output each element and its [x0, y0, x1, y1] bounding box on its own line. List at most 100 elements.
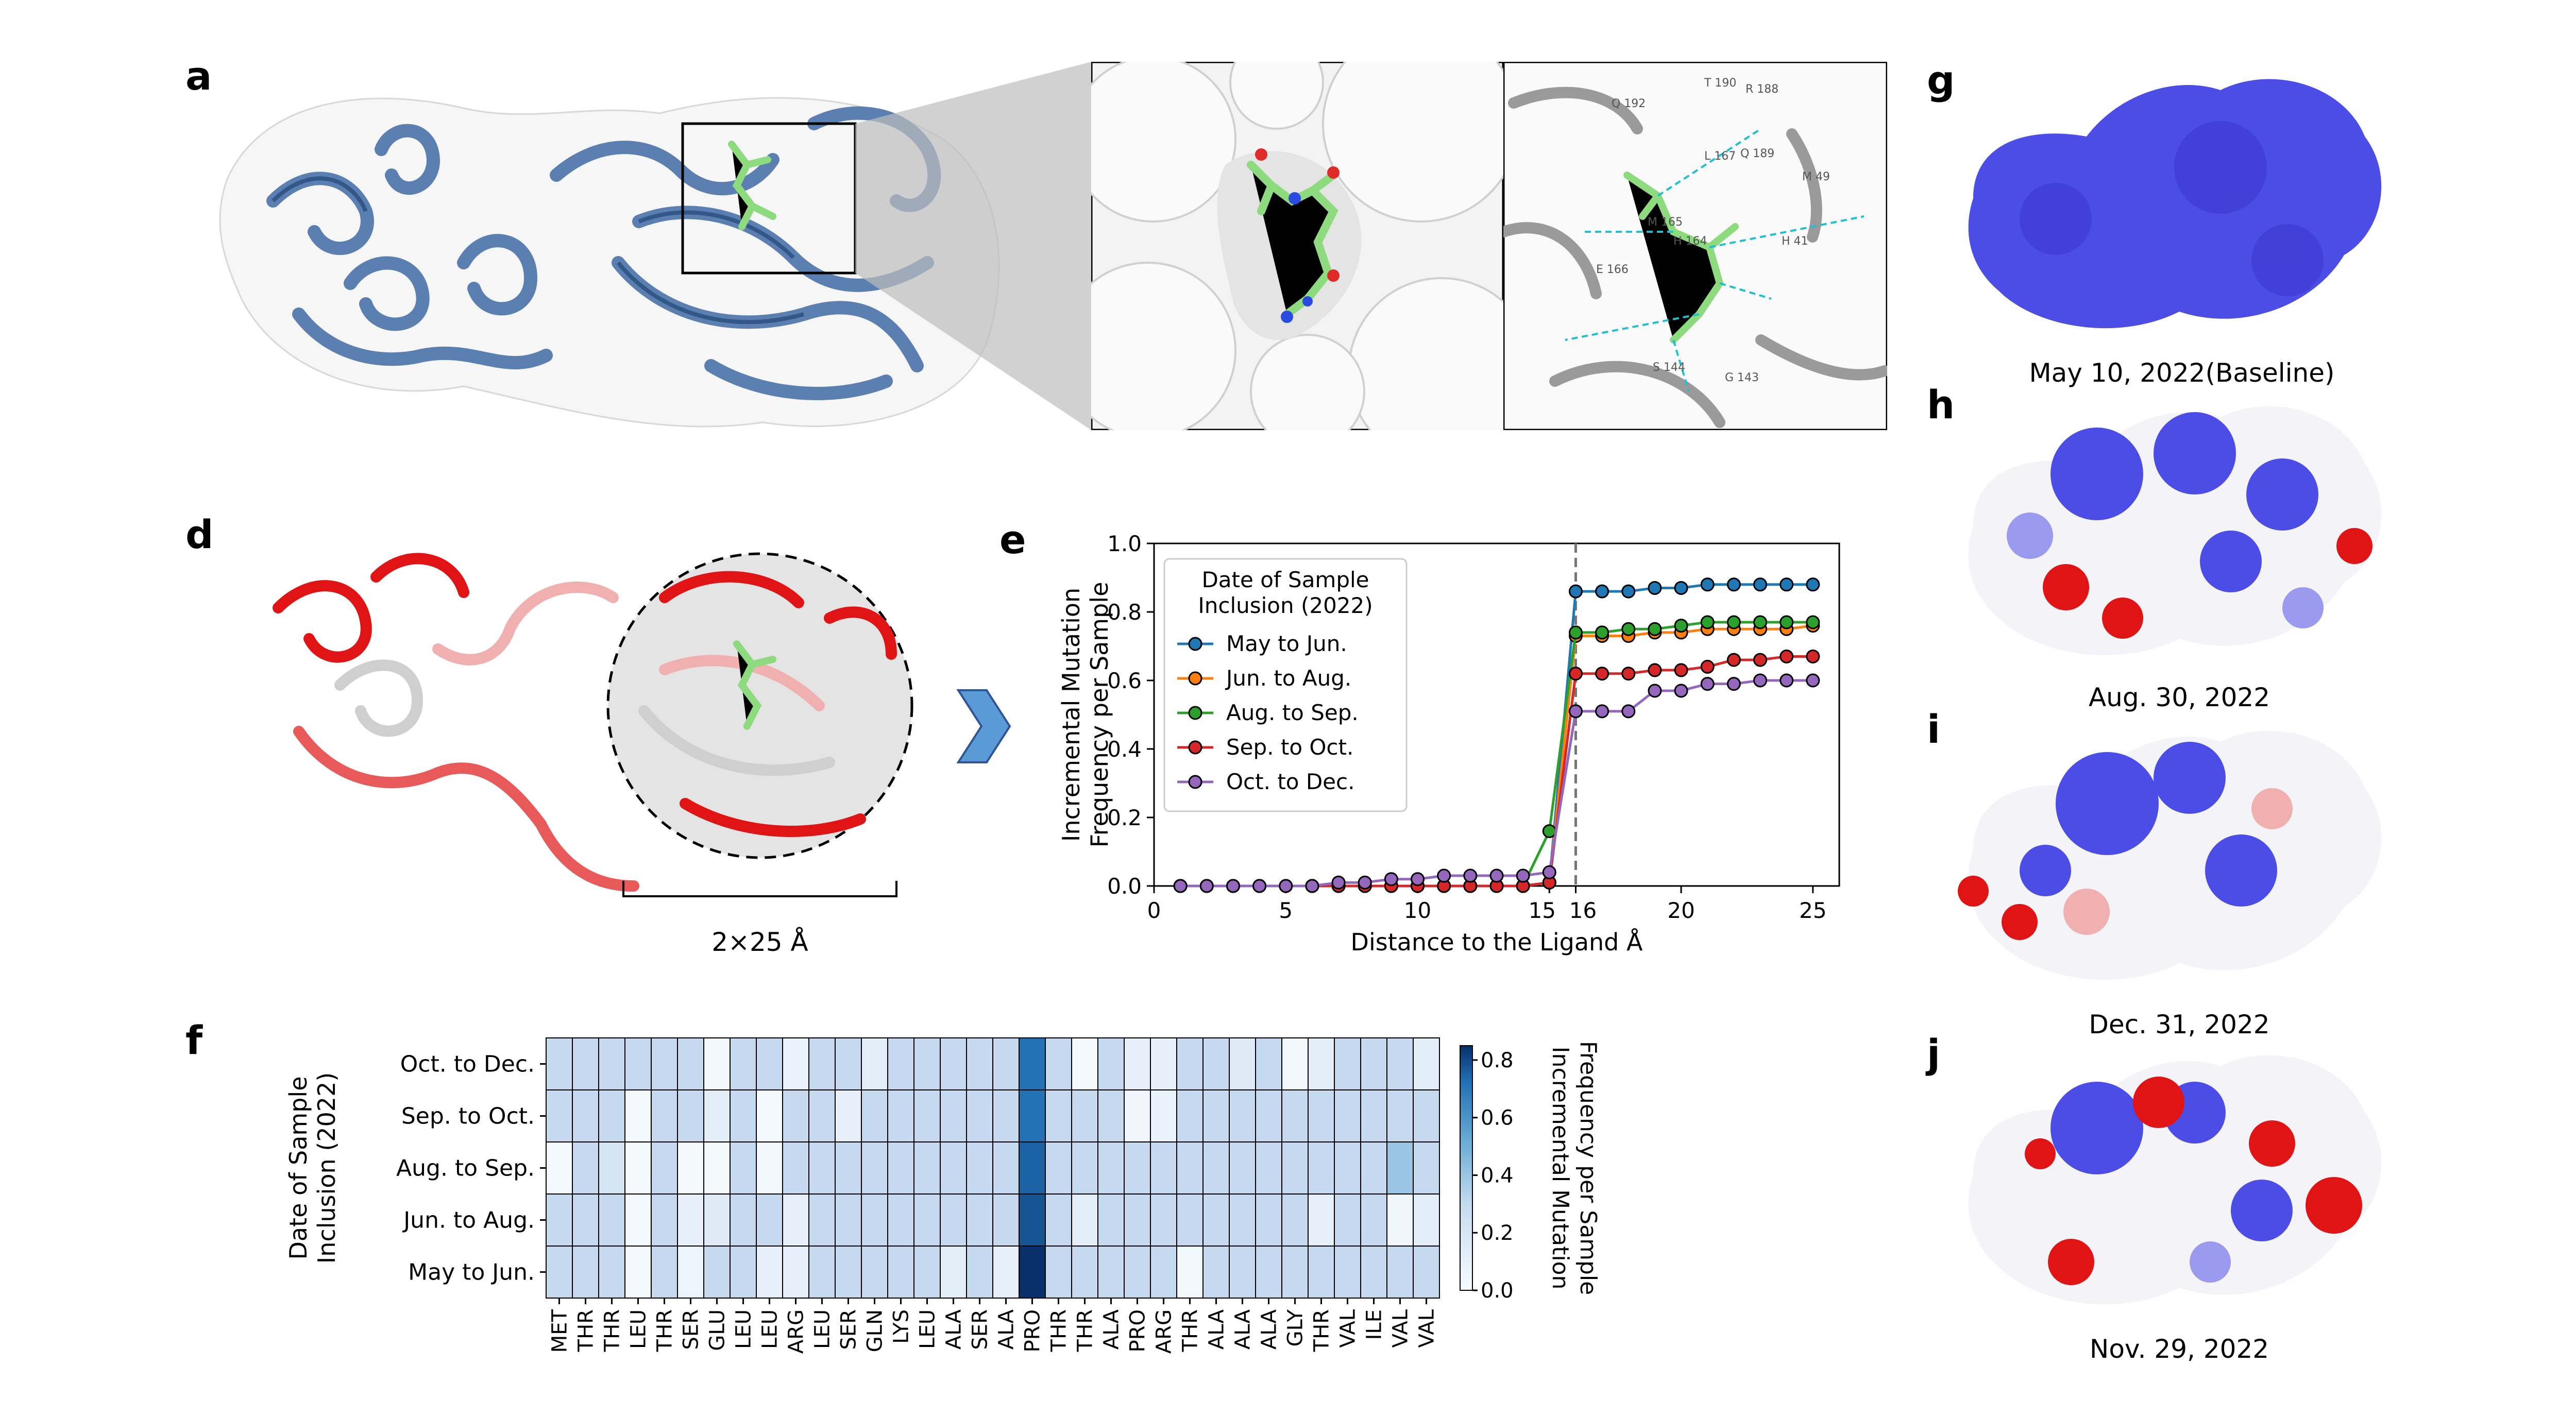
heatmap-cell [1229, 1141, 1256, 1195]
heatmap-cell [835, 1193, 862, 1247]
mutation-ribbon-illustration [273, 552, 913, 897]
y-axis-label: Incremental Mutation [1057, 588, 1085, 842]
heatmap-cell [624, 1037, 652, 1090]
panel-label-j: j [1927, 1031, 1941, 1077]
legend-swatch-marker [1188, 671, 1202, 686]
colorbar-label: Incremental Mutation [1547, 1047, 1573, 1290]
data-point [1199, 879, 1214, 893]
legend-entry: Oct. to Dec. [1226, 769, 1354, 794]
heatmap-cell [1071, 1246, 1098, 1299]
heatmap-cell [1176, 1246, 1204, 1299]
legend-box [1163, 558, 1408, 812]
colorbar-tick-label: 0.2 [1481, 1221, 1514, 1245]
x-tick-label: 16 [1569, 898, 1597, 923]
heatmap-cell [913, 1246, 941, 1299]
data-point [1780, 615, 1794, 629]
heatmap-cell [1097, 1246, 1125, 1299]
heatmap-cell [992, 1246, 1020, 1299]
heatmap-cell [1334, 1193, 1361, 1247]
heatmap-cell [756, 1089, 783, 1142]
heatmap-cell [940, 1089, 967, 1142]
data-point [1252, 879, 1267, 893]
data-point [1648, 684, 1662, 698]
heatmap-cell [598, 1089, 625, 1142]
column-label: VAL [1336, 1309, 1360, 1347]
heatmap-cell [1413, 1089, 1440, 1142]
heatmap-cell [992, 1089, 1020, 1142]
heatmap-cell [940, 1141, 967, 1195]
heatmap-cell [730, 1037, 757, 1090]
colorbar-tick-label: 0.0 [1481, 1279, 1514, 1303]
heatmap-cell [1019, 1246, 1046, 1299]
data-point [1489, 868, 1504, 883]
surface-caption-h: Aug. 30, 2022 [2088, 683, 2270, 712]
heatmap-cell [1071, 1141, 1098, 1195]
heatmap-cell [1334, 1089, 1361, 1142]
data-point [1806, 673, 1820, 688]
heatmap-cell [1071, 1089, 1098, 1142]
heatmap-cell [756, 1246, 783, 1299]
column-label: LYS [890, 1309, 913, 1344]
heatmap-cell [1202, 1037, 1230, 1090]
heatmap-cell [1308, 1141, 1335, 1195]
data-point [1621, 667, 1636, 681]
data-point [1411, 872, 1425, 886]
data-point [1780, 673, 1794, 688]
heatmap-cell [703, 1037, 731, 1090]
x-tick-label: 0 [1147, 898, 1161, 923]
heatmap-cell [756, 1037, 783, 1090]
heatmap-cell [1386, 1037, 1414, 1090]
data-point [1780, 577, 1794, 592]
heatmap-cell [1124, 1037, 1151, 1090]
heatmap-cell [782, 1037, 809, 1090]
residue-label: M 49 [1802, 170, 1830, 183]
heatmap-cell [624, 1089, 652, 1142]
heatmap-cell [1308, 1037, 1335, 1090]
heatmap-cell [1150, 1141, 1177, 1195]
heatmap-cell [887, 1193, 914, 1247]
residue-label: Q 189 [1740, 147, 1774, 160]
heatmap-cell [598, 1141, 625, 1195]
heatmap-cell [1413, 1193, 1440, 1247]
heatmap-cell [1071, 1193, 1098, 1247]
panel-label-h: h [1927, 382, 1955, 428]
heatmap-cell [546, 1089, 573, 1142]
heatmap-cell [1045, 1089, 1072, 1142]
heatmap-cell [730, 1246, 757, 1299]
data-point [1463, 868, 1478, 883]
heatmap-cell [782, 1141, 809, 1195]
heatmap-cell [1150, 1037, 1177, 1090]
scale-label: 2×25 Å [711, 927, 808, 957]
heatmap-cell [1019, 1193, 1046, 1247]
data-point [1806, 649, 1820, 663]
legend-entry: Aug. to Sep. [1226, 700, 1359, 725]
heatmap-cell [598, 1193, 625, 1247]
heatmap-cell [1150, 1089, 1177, 1142]
heatmap-cell [1229, 1037, 1256, 1090]
panel-label-d: d [185, 511, 214, 557]
column-label: ALA [1100, 1309, 1124, 1350]
x-axis-label: Distance to the Ligand Å [1351, 928, 1643, 956]
x-tick-label: 20 [1667, 898, 1694, 923]
heatmap-cell [1019, 1037, 1046, 1090]
heatmap-cell [992, 1141, 1020, 1195]
heatmap-cell [1413, 1246, 1440, 1299]
data-point [1753, 577, 1768, 592]
column-label: LEU [811, 1309, 835, 1349]
heatmap-cell [913, 1193, 941, 1247]
heatmap-cell [940, 1037, 967, 1090]
heatmap-cell [1045, 1141, 1072, 1195]
heatmap-cell [572, 1193, 599, 1247]
legend-swatch-marker [1188, 637, 1202, 651]
heatmap-cell [730, 1089, 757, 1142]
heatmap-cell [1176, 1193, 1204, 1247]
row-label: Jun. to Aug. [402, 1207, 535, 1234]
column-label: GLU [706, 1309, 730, 1351]
heatmap-cell [624, 1246, 652, 1299]
column-label: PRO [1021, 1309, 1045, 1352]
heatmap-cell [651, 1246, 678, 1299]
heatmap-cell [1150, 1246, 1177, 1299]
protein-ribbon-illustration [219, 97, 1000, 428]
ligand-icon [733, 640, 776, 730]
data-point [1568, 625, 1583, 640]
